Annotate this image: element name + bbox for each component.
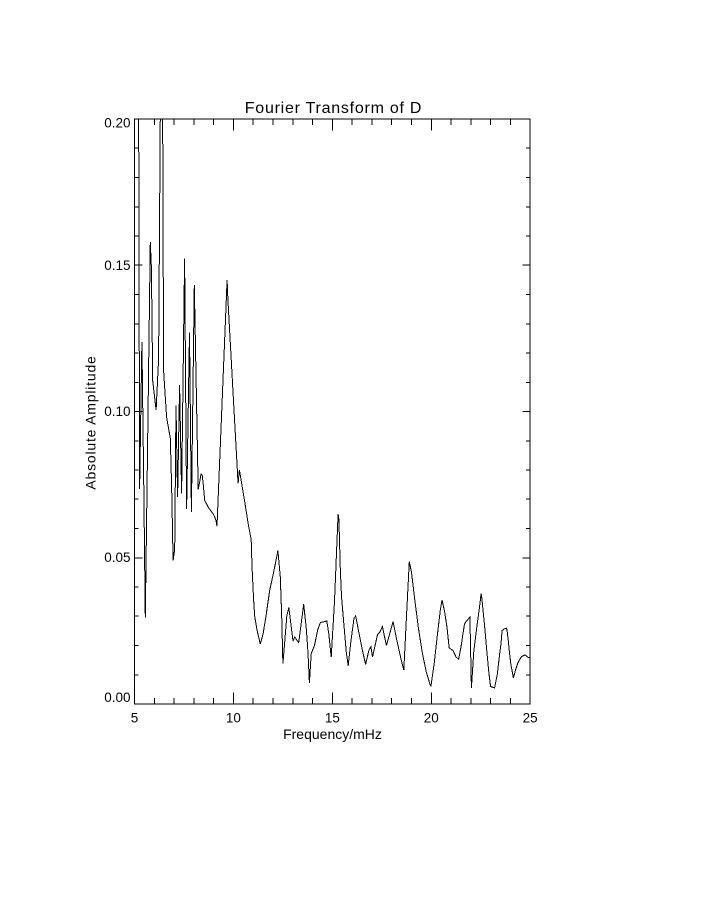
svg-text:Fourier Transform of D: Fourier Transform of D [245,100,422,117]
svg-text:20: 20 [424,711,439,726]
svg-text:10: 10 [226,711,241,726]
svg-text:0.10: 0.10 [104,404,130,419]
svg-text:0.05: 0.05 [104,550,130,565]
svg-text:Frequency/mHz: Frequency/mHz [283,726,382,742]
svg-text:5: 5 [131,711,139,726]
svg-text:0.20: 0.20 [104,115,130,130]
svg-text:Absolute Amplitude: Absolute Amplitude [83,355,99,489]
svg-text:0.15: 0.15 [104,258,130,273]
svg-text:25: 25 [523,711,538,726]
svg-text:15: 15 [325,711,340,726]
svg-text:0.00: 0.00 [104,690,130,705]
